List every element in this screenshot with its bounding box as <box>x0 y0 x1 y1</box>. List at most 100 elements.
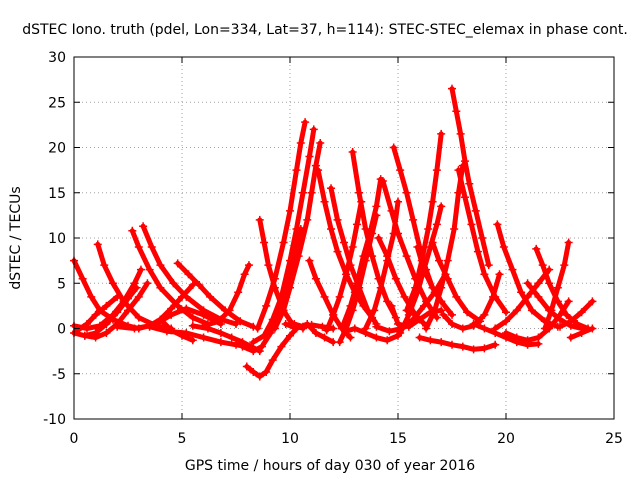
data-point <box>350 324 359 333</box>
data-point <box>435 256 444 265</box>
data-point <box>301 118 310 127</box>
data-point <box>216 329 225 338</box>
series-42 <box>448 84 493 270</box>
data-point <box>545 279 554 288</box>
data-point <box>78 274 87 283</box>
data-point <box>327 224 336 233</box>
series-5 <box>80 283 141 340</box>
data-point <box>428 283 437 292</box>
data-point <box>458 324 467 333</box>
data-point <box>298 188 307 197</box>
data-point <box>495 270 504 279</box>
data-point <box>577 308 586 317</box>
data-point <box>368 252 377 261</box>
series-18 <box>253 118 310 333</box>
series-14 <box>199 261 253 330</box>
data-point <box>346 261 355 270</box>
data-point <box>320 333 329 342</box>
data-point <box>577 329 586 338</box>
data-point <box>102 329 111 338</box>
data-point <box>102 319 111 328</box>
data-point <box>113 292 122 301</box>
data-point <box>376 283 385 292</box>
data-point <box>383 252 392 261</box>
series-54 <box>566 324 597 342</box>
data-point <box>257 342 266 351</box>
data-point <box>556 315 564 324</box>
data-point <box>262 367 271 376</box>
data-point <box>311 161 320 170</box>
data-point <box>465 179 474 188</box>
data-point <box>348 243 357 252</box>
data-point <box>400 292 409 301</box>
data-point <box>286 206 294 215</box>
data-point <box>437 338 446 347</box>
series-51 <box>540 238 573 333</box>
data-point <box>448 84 456 93</box>
data-point <box>454 166 463 175</box>
data-point <box>348 148 357 157</box>
data-point <box>460 193 469 202</box>
data-point <box>562 310 571 319</box>
data-point <box>566 317 575 326</box>
series-trace <box>315 167 375 321</box>
series-4 <box>72 292 122 336</box>
data-point <box>311 329 320 338</box>
data-point <box>260 238 269 247</box>
data-point <box>195 281 204 290</box>
data-point <box>236 317 245 326</box>
data-point <box>473 247 482 256</box>
data-point <box>394 319 402 328</box>
data-point <box>292 224 301 233</box>
data-point <box>199 333 208 342</box>
data-point <box>480 310 489 319</box>
y-tick-label: 30 <box>48 50 66 66</box>
data-point <box>113 308 122 317</box>
data-point <box>342 270 351 279</box>
data-point <box>188 321 197 330</box>
data-point <box>493 220 502 229</box>
data-point <box>333 247 342 256</box>
data-point <box>82 319 91 328</box>
data-point <box>303 215 312 224</box>
data-point <box>270 324 279 333</box>
data-point <box>188 313 197 322</box>
data-point <box>370 306 379 315</box>
data-point <box>480 324 489 333</box>
series-39 <box>413 243 456 319</box>
data-point <box>460 157 469 166</box>
data-point <box>448 310 456 319</box>
data-point <box>130 279 139 288</box>
data-point <box>281 319 290 328</box>
data-point <box>452 107 461 116</box>
data-point <box>512 306 521 315</box>
data-point <box>327 184 336 193</box>
data-point <box>387 301 396 310</box>
data-point <box>307 188 316 197</box>
data-point <box>352 279 361 288</box>
data-point <box>424 224 433 233</box>
x-tick-label: 10 <box>281 431 299 447</box>
data-point <box>394 229 402 238</box>
data-point <box>383 297 392 306</box>
data-point <box>199 321 208 330</box>
data-point <box>102 301 111 310</box>
data-point <box>437 129 446 138</box>
data-point <box>156 315 165 324</box>
data-point <box>480 270 489 279</box>
data-point <box>279 306 288 315</box>
data-point <box>378 176 387 185</box>
data-point <box>124 294 132 303</box>
data-point <box>298 322 307 331</box>
data-point <box>309 125 318 134</box>
data-point <box>132 283 141 292</box>
data-point <box>340 238 348 247</box>
x-tick-label: 25 <box>605 431 623 447</box>
data-point <box>404 310 413 319</box>
data-point <box>143 279 152 288</box>
data-point <box>411 283 420 292</box>
data-point <box>268 315 277 324</box>
data-point <box>517 288 526 297</box>
data-point <box>305 256 314 265</box>
data-point <box>413 243 422 252</box>
